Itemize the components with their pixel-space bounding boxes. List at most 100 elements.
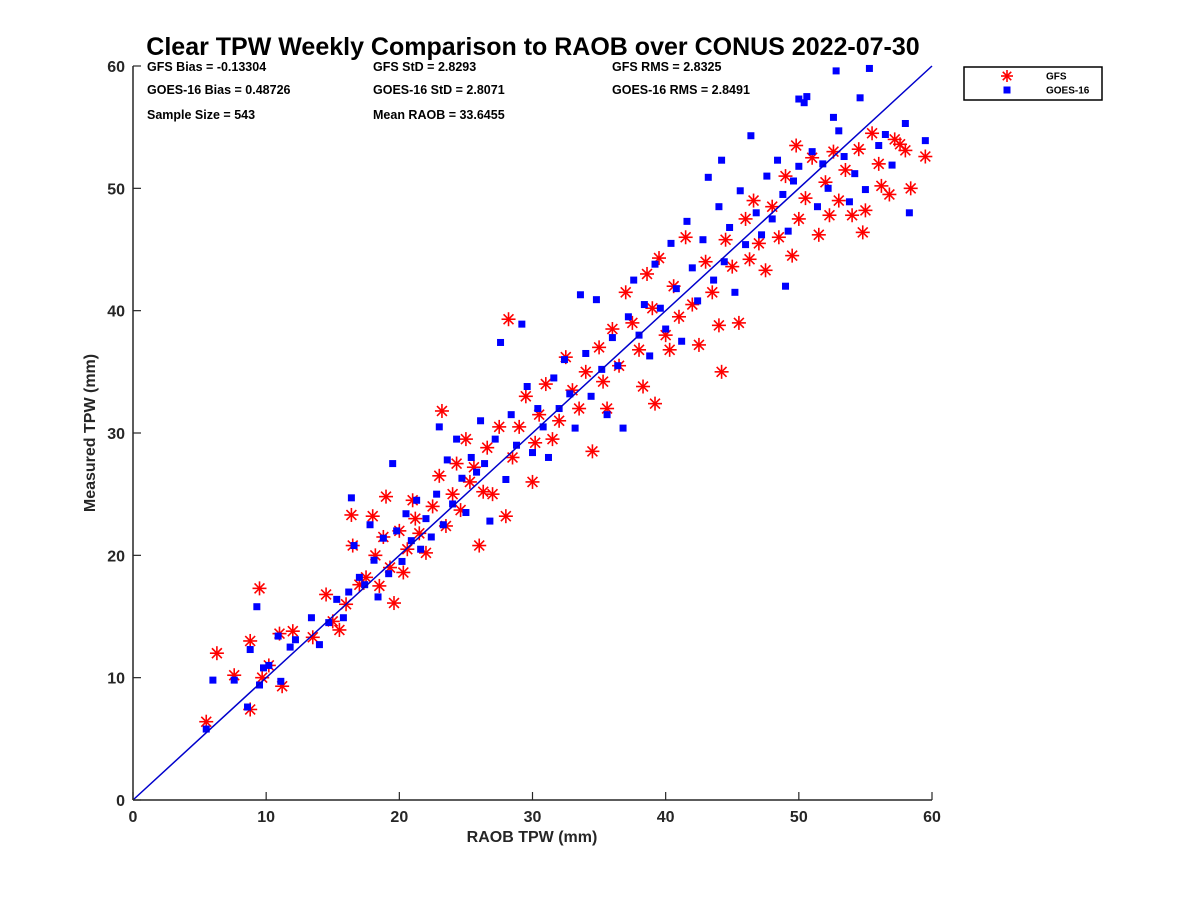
goes-16-point: [784, 227, 792, 235]
goes-16-point: [865, 64, 873, 72]
goes-16-point: [453, 435, 461, 443]
gfs-point: [518, 389, 533, 404]
gfs-point: [538, 377, 553, 392]
goes-16-point: [840, 153, 848, 161]
stat-annotation: GOES-16 StD = 2.8071: [373, 83, 505, 97]
goes-16-point: [800, 99, 808, 107]
goes-16-point: [571, 424, 579, 432]
goes-16-point: [832, 67, 840, 75]
goes-16-point: [518, 320, 526, 328]
goes-16-point: [379, 534, 387, 542]
gfs-point: [319, 587, 334, 602]
gfs-point: [199, 714, 214, 729]
goes-16-point: [851, 170, 859, 178]
gfs-point: [372, 578, 387, 593]
legend-box: [963, 66, 1103, 101]
gfs-point: [714, 364, 729, 379]
goes-16-point: [699, 236, 707, 244]
goes-16-point: [608, 334, 616, 342]
gfs-point: [751, 236, 766, 251]
x-tick-label: 30: [524, 809, 542, 826]
gfs-point: [903, 181, 918, 196]
gfs-point: [379, 489, 394, 504]
gfs-point: [449, 456, 464, 471]
goes-16-point: [747, 132, 755, 140]
y-axis-label: Measured TPW (mm): [82, 354, 99, 512]
goes-16-point: [560, 356, 568, 364]
goes-16-point: [325, 619, 333, 627]
goes-16-point: [790, 177, 798, 185]
gfs-point: [785, 248, 800, 263]
y-tick-label: 60: [107, 59, 125, 76]
gfs-point: [605, 322, 620, 337]
goes-16-point: [315, 641, 323, 649]
goes-16-point: [710, 276, 718, 284]
stat-annotation: GOES-16 RMS = 2.8491: [612, 83, 750, 97]
goes-16-point: [339, 614, 347, 622]
stat-annotation: GFS Bias = -0.13304: [147, 60, 266, 74]
goes-16-point: [422, 515, 430, 523]
goes-16-point: [393, 527, 401, 535]
gfs-point: [725, 259, 740, 274]
gfs-point: [742, 252, 757, 267]
goes-16-point: [244, 703, 252, 711]
x-tick-label: 20: [390, 809, 408, 826]
goes-16-point: [582, 349, 590, 357]
gfs-point: [855, 225, 870, 240]
gfs-point: [671, 309, 686, 324]
gfs-point: [698, 254, 713, 269]
gfs-point: [791, 211, 806, 226]
gfs-point: [552, 413, 567, 428]
goes-16-point: [246, 646, 254, 654]
gfs-point: [731, 315, 746, 330]
goes-16-point: [683, 217, 691, 225]
goes-16-point: [688, 264, 696, 272]
stat-annotation: Sample Size = 543: [147, 108, 255, 122]
goes-16-point: [385, 570, 393, 578]
x-tick-label: 60: [923, 809, 941, 826]
goes-16-point: [779, 190, 787, 198]
goes-16-point: [449, 500, 457, 508]
goes-16-point: [630, 276, 638, 284]
goes-16-point: [433, 490, 441, 498]
gfs-point: [592, 340, 607, 355]
goes-16-point: [477, 417, 485, 425]
goes-16-point: [307, 614, 315, 622]
gfs-point: [305, 630, 320, 645]
goes-16-point: [389, 460, 397, 468]
gfs-point: [472, 538, 487, 553]
goes-16-point: [624, 313, 632, 321]
goes-16-point: [736, 187, 744, 195]
gfs-point: [822, 208, 837, 223]
goes-16-point: [819, 160, 827, 168]
gfs-point: [434, 403, 449, 418]
gfs-point: [585, 444, 600, 459]
goes-16-point: [345, 588, 353, 596]
legend-goes-16-marker: [1003, 86, 1011, 94]
goes-16-point: [361, 581, 369, 589]
gfs-point: [480, 440, 495, 455]
goes-16-point: [486, 517, 494, 525]
goes-16-point: [333, 595, 341, 603]
gfs-point: [572, 401, 587, 416]
goes-16-point: [413, 496, 421, 504]
goes-16-point: [726, 223, 734, 231]
goes-16-point: [901, 119, 909, 127]
goes-16-point: [718, 156, 726, 164]
gfs-point: [445, 487, 460, 502]
goes-16-point: [905, 209, 913, 217]
x-tick-label: 50: [790, 809, 808, 826]
goes-16-point: [462, 509, 470, 517]
goes-16-point: [529, 449, 536, 457]
gfs-point: [798, 191, 813, 206]
gfs-point: [678, 230, 693, 245]
legend-gfs-marker: [1001, 70, 1013, 82]
x-tick-label: 40: [657, 809, 675, 826]
goes-16-point: [774, 156, 782, 164]
goes-16-point: [366, 521, 374, 529]
gfs-point: [528, 435, 543, 450]
gfs-point: [578, 364, 593, 379]
data-markers: [199, 64, 933, 733]
gfs-point: [871, 156, 886, 171]
